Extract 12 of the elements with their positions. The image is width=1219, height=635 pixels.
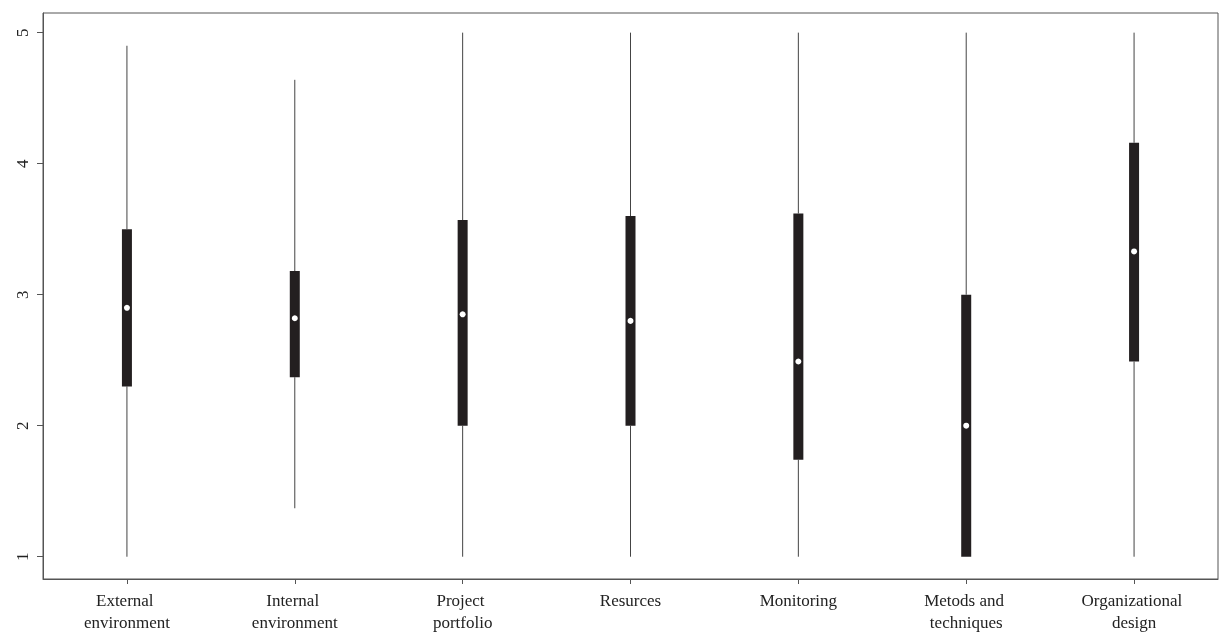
y-tick-label: 2 — [13, 421, 32, 430]
y-tick-label: 5 — [13, 28, 32, 37]
x-tick-label: Resurces — [599, 590, 662, 610]
x-tick-label: External environment — [83, 590, 171, 632]
y-tick-label: 4 — [13, 158, 32, 168]
x-tick-label: Internal environment — [251, 590, 339, 632]
x-tick-label: Metods and techniques — [924, 590, 1009, 632]
y-tick-label: 3 — [13, 290, 32, 299]
y-tick-label: 1 — [13, 552, 32, 561]
x-tick-label: Organizational design — [1081, 590, 1187, 632]
x-tick-label: Monitoring — [759, 590, 838, 610]
x-tick-label: Project portfolio — [432, 590, 493, 632]
